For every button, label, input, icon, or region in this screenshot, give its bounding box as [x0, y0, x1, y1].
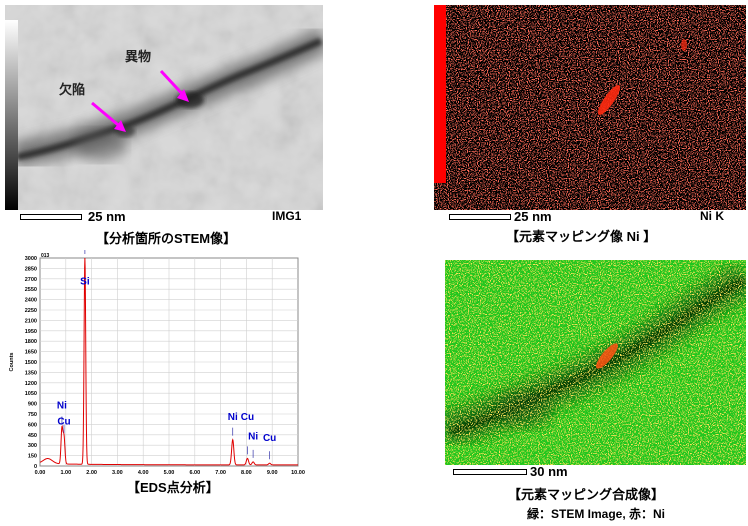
ni-map-image [434, 5, 746, 210]
y-tick-label: 750 [28, 412, 37, 418]
y-tick-label: 1350 [25, 370, 37, 376]
ni-map-caption: 【元素マッピング像 Ni 】 [506, 229, 657, 244]
overlay-scale-label: 30 nm [530, 464, 568, 479]
overlay-caption: 【元素マッピング合成像】 [508, 487, 665, 502]
overlay-panel [440, 260, 748, 465]
overlay-image [440, 260, 748, 465]
stem-image [5, 5, 329, 210]
spectrum-line [39, 257, 298, 466]
y-tick-label: 3000 [25, 256, 37, 262]
x-tick-label: 6.00 [189, 470, 200, 475]
peak-label: Si [80, 276, 90, 287]
y-tick-label: 2850 [25, 266, 37, 272]
peak-label: Cu [241, 412, 254, 423]
y-tick-label: 2700 [25, 277, 37, 283]
x-tick-label: 4.00 [138, 470, 149, 475]
stem-scale-bar [20, 214, 82, 220]
stem-caption: 【分析箇所のSTEM像】 [96, 231, 237, 246]
peak-label: Ni [248, 432, 258, 443]
y-axis-label: Counts [9, 353, 15, 372]
peak-label: Ni [228, 412, 238, 423]
ni-map-scale-bar [449, 214, 511, 220]
x-tick-label: 9.00 [267, 470, 278, 475]
stem-image-panel [5, 5, 329, 210]
spectrum-id: 013 [41, 253, 50, 259]
y-tick-label: 150 [28, 454, 37, 460]
y-tick-label: 1950 [25, 329, 37, 335]
stem-scale-label: 25 nm [88, 209, 126, 224]
peak-label: Cu [263, 433, 276, 444]
foreign-matter-label: 異物 [125, 49, 152, 64]
y-tick-label: 1650 [25, 350, 37, 356]
x-tick-label: 5.00 [164, 470, 175, 475]
x-tick-label: 3.00 [112, 470, 123, 475]
y-tick-label: 2250 [25, 308, 37, 314]
y-tick-label: 600 [28, 422, 37, 428]
ni-map-element-label: Ni K [700, 209, 724, 223]
y-tick-label: 0 [34, 464, 37, 470]
x-tick-label: 7.00 [215, 470, 226, 475]
x-tick-label: 8.00 [241, 470, 252, 475]
y-tick-label: 1200 [25, 381, 37, 387]
eds-caption: 【EDS点分析】 [127, 480, 219, 495]
y-tick-label: 2100 [25, 318, 37, 324]
overlay-scale-bar [453, 469, 527, 475]
y-tick-label: 450 [28, 433, 37, 439]
y-tick-label: 2550 [25, 287, 37, 293]
stem-image-id: IMG1 [272, 209, 302, 223]
y-tick-label: 1800 [25, 339, 37, 345]
peak-label: Cu [57, 416, 70, 427]
peak-label: Ni [57, 400, 67, 411]
x-tick-label: 10.00 [291, 470, 305, 475]
y-tick-label: 300 [28, 443, 37, 449]
eds-spectrum-chart: 0 150 300 450 600 750 900 1050 1200 1350 1500 1650 1… [9, 250, 305, 475]
x-tick-label: 2.00 [86, 470, 97, 475]
y-tick-label: 1050 [25, 391, 37, 397]
x-tick-label: 0.00 [35, 470, 46, 475]
ni-map-scale-label: 25 nm [514, 209, 552, 224]
x-tick-label: 1.00 [60, 470, 71, 475]
overlay-legend: 緑：STEM Image, 赤：Ni [527, 507, 666, 521]
y-tick-label: 900 [28, 402, 37, 408]
y-tick-label: 2400 [25, 298, 37, 304]
defect-label: 欠陥 [59, 82, 86, 97]
y-tick-label: 1500 [25, 360, 37, 366]
ni-map-panel [434, 5, 746, 210]
